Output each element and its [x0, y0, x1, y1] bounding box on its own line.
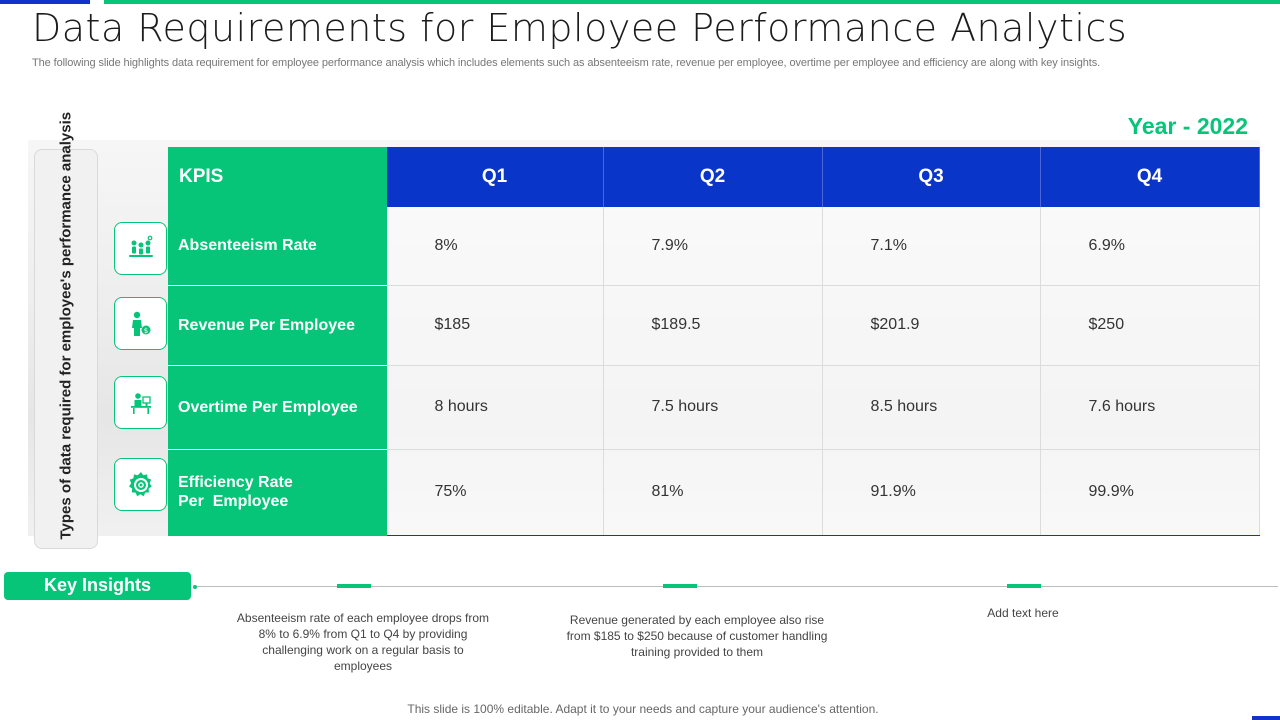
- table-cell: 75%: [386, 449, 604, 536]
- page-subtitle: The following slide highlights data requ…: [32, 57, 1101, 69]
- side-label-container: Types of data required for employee's pe…: [34, 111, 98, 549]
- svg-text:$: $: [143, 327, 147, 335]
- table-cell: 6.9%: [1040, 207, 1260, 286]
- page-title: Data Requirements for Employee Performan…: [32, 6, 1128, 50]
- corner-accent: [1252, 716, 1280, 720]
- table-cell: 91.9%: [822, 449, 1041, 536]
- table-row: Absenteeism Rate 8% 7.9% 7.1% 6.9%: [168, 207, 1260, 286]
- top-accent-green: [104, 0, 1280, 4]
- side-label-panel: [34, 149, 98, 549]
- insight-text-2: Revenue generated by each employee also …: [566, 613, 828, 659]
- gear-target-icon: [114, 458, 167, 511]
- kpi-label: Overtime Per Employee: [168, 365, 387, 450]
- employee-desk-icon: [114, 376, 167, 429]
- kpi-label: Revenue Per Employee: [168, 285, 387, 366]
- side-label: Types of data required for employee's pe…: [57, 111, 75, 539]
- header-q3: Q3: [822, 147, 1041, 207]
- timeline-line: [194, 586, 1278, 587]
- table-cell: 7.1%: [822, 207, 1041, 286]
- table-row: Efficiency Rate Per Employee 75% 81% 91.…: [168, 449, 1260, 536]
- table-cell: 8 hours: [386, 365, 604, 450]
- header-q2: Q2: [603, 147, 823, 207]
- table-header-row: KPIS Q1 Q2 Q3 Q4: [168, 147, 1260, 207]
- table-cell: 8%: [386, 207, 604, 286]
- table-cell: 7.5 hours: [603, 365, 823, 450]
- header-q4: Q4: [1040, 147, 1260, 207]
- team-meeting-icon: [114, 222, 167, 275]
- timeline-marker: [337, 584, 371, 588]
- table-cell: $250: [1040, 285, 1260, 366]
- timeline-marker: [1007, 584, 1041, 588]
- kpi-label-text: Efficiency Rate Per Employee: [178, 474, 298, 510]
- insight-text-1: Absenteeism rate of each employee drops …: [236, 611, 490, 673]
- kpi-label: Absenteeism Rate: [168, 207, 387, 286]
- key-insights-label: Key Insights: [4, 572, 191, 600]
- table-cell: $189.5: [603, 285, 823, 366]
- table-cell: $185: [386, 285, 604, 366]
- header-q1: Q1: [386, 147, 604, 207]
- table-cell: 99.9%: [1040, 449, 1260, 536]
- table-row: Overtime Per Employee 8 hours 7.5 hours …: [168, 365, 1260, 450]
- table-cell: 81%: [603, 449, 823, 536]
- kpi-table: KPIS Q1 Q2 Q3 Q4 Absenteeism Rate 8% 7.9…: [168, 147, 1260, 536]
- insight-text-3: Add text here: [987, 606, 1059, 620]
- employee-money-icon: $: [114, 297, 167, 350]
- timeline-dot: [193, 585, 197, 589]
- kpi-label: Efficiency Rate Per Employee: [168, 449, 387, 536]
- year-label: Year - 2022: [1127, 113, 1248, 139]
- header-kpis: KPIS: [168, 147, 387, 207]
- table-cell: 7.6 hours: [1040, 365, 1260, 450]
- table-cell: $201.9: [822, 285, 1041, 366]
- footer-note: This slide is 100% editable. Adapt it to…: [407, 702, 879, 716]
- top-accent-blue: [0, 0, 90, 4]
- timeline-marker: [663, 584, 697, 588]
- table-row: Revenue Per Employee $185 $189.5 $201.9 …: [168, 285, 1260, 366]
- table-cell: 8.5 hours: [822, 365, 1041, 450]
- table-cell: 7.9%: [603, 207, 823, 286]
